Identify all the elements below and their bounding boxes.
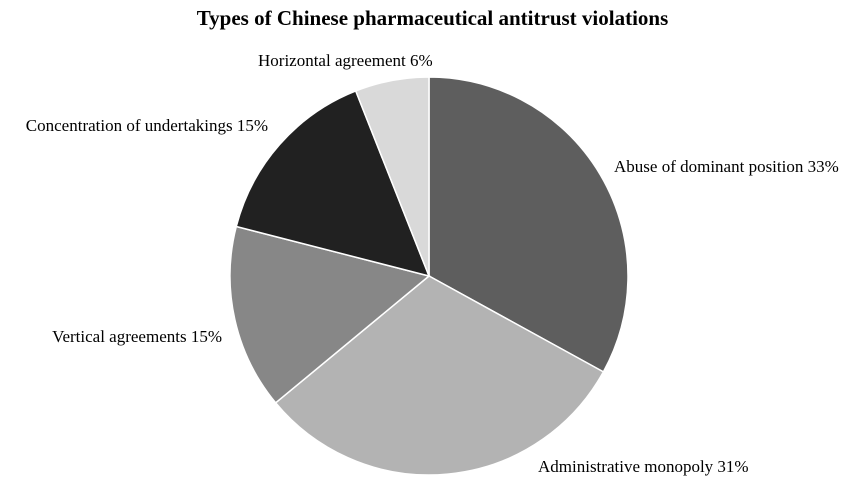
chart-title: Types of Chinese pharmaceutical antitrus… xyxy=(196,6,669,30)
slice-label-5: Horizontal agreement 6% xyxy=(258,51,433,70)
pie-slice-5 xyxy=(354,76,430,277)
slice-label-3: Vertical agreements 15% xyxy=(52,327,222,346)
pie-slice-4 xyxy=(235,89,431,278)
pie-slice-3 xyxy=(229,225,431,404)
labels-layer: Abuse of dominant position 33% Administra… xyxy=(26,51,839,476)
pie-slice-2 xyxy=(274,275,605,476)
pie-slice-1 xyxy=(428,76,629,373)
slice-label-2: Administrative monopoly 31% xyxy=(538,457,749,476)
slice-label-1: Abuse of dominant position 33% xyxy=(614,157,839,176)
slice-label-4: Concentration of undertakings 15% xyxy=(26,116,268,135)
slices-layer xyxy=(229,76,629,476)
